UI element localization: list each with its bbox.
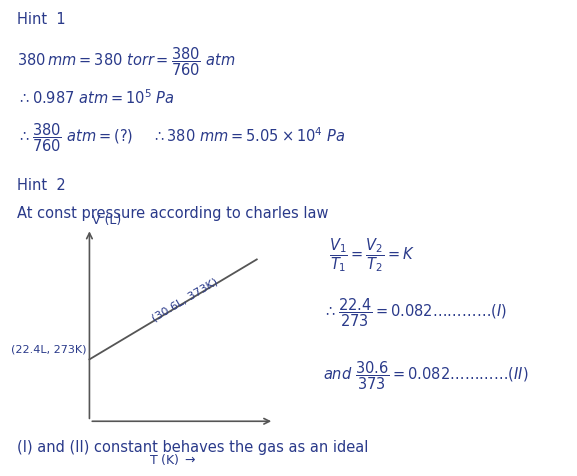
Text: (30.6L, 373K): (30.6L, 373K) <box>150 277 220 324</box>
Text: $\therefore \dfrac{380}{760}\ atm = (?)\ \ \ \ \therefore 380\ mm = 5.05 \times : $\therefore \dfrac{380}{760}\ atm = (?)\… <box>17 121 346 154</box>
Text: T (K) $\rightarrow$: T (K) $\rightarrow$ <box>149 452 196 467</box>
Text: $\therefore 0.987\ atm = 10^5\ Pa$: $\therefore 0.987\ atm = 10^5\ Pa$ <box>17 88 175 107</box>
Text: Hint  1: Hint 1 <box>17 12 66 27</box>
Text: Hint  2: Hint 2 <box>17 178 66 194</box>
Text: (22.4L, 273K): (22.4L, 273K) <box>11 345 87 355</box>
Text: (I) and (II) constant behaves the gas as an ideal: (I) and (II) constant behaves the gas as… <box>17 440 369 456</box>
Text: $and\ \dfrac{30.6}{373} = 0.082 \ldots\ldots\ldots\ldots(II)$: $and\ \dfrac{30.6}{373} = 0.082 \ldots\l… <box>323 359 529 392</box>
Text: $380\,mm = 380\ torr = \dfrac{380}{760}\ atm$: $380\,mm = 380\ torr = \dfrac{380}{760}\… <box>17 45 236 78</box>
Text: $\therefore \dfrac{22.4}{273} = 0.082 \ldots\ldots\ldots\ldots(I)$: $\therefore \dfrac{22.4}{273} = 0.082 \l… <box>323 296 507 328</box>
Text: $\dfrac{V_1}{T_1} = \dfrac{V_2}{T_2} = K$: $\dfrac{V_1}{T_1} = \dfrac{V_2}{T_2} = K… <box>329 236 415 274</box>
Text: At const pressure according to charles law: At const pressure according to charles l… <box>17 206 329 221</box>
Text: V (L): V (L) <box>92 214 122 227</box>
